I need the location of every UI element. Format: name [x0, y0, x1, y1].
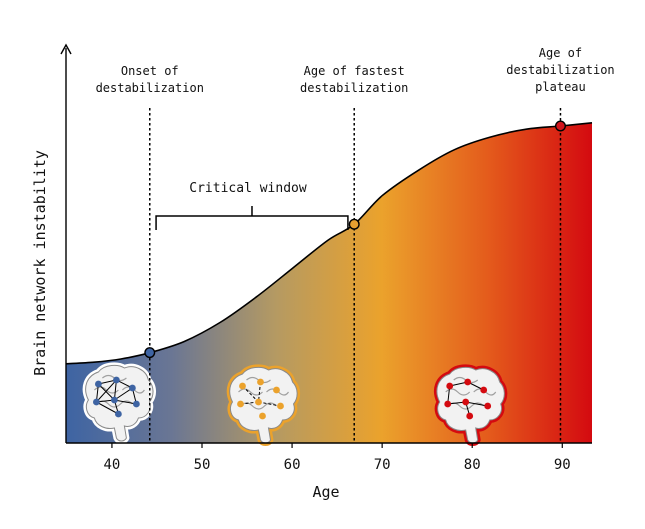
instability-area	[66, 122, 592, 444]
brain-node	[111, 396, 118, 404]
marker-label: Onset of	[121, 64, 179, 78]
brain-node	[444, 400, 452, 408]
brain-node	[480, 386, 488, 394]
brain-node	[95, 380, 102, 388]
x-tick-label: 50	[194, 457, 211, 473]
brain-edge	[96, 379, 117, 403]
marker-label: destabilization	[96, 81, 204, 95]
x-tick-label: 40	[104, 457, 121, 473]
x-tick-label: 70	[374, 457, 391, 473]
brain-node	[446, 382, 454, 390]
y-axis-arrow	[60, 43, 72, 55]
brain-edge	[98, 383, 115, 401]
brain-node	[462, 398, 470, 406]
brain-node	[259, 412, 266, 420]
marker-point	[554, 120, 566, 132]
brain-edge	[465, 401, 488, 407]
brain-node	[484, 402, 492, 410]
brain-edge	[242, 385, 259, 403]
brain-layer	[82, 362, 508, 446]
brain-edge	[114, 387, 133, 401]
marker-point	[144, 347, 156, 359]
x-tick-label: 80	[464, 457, 481, 473]
brain-silhouette	[85, 364, 154, 442]
brain-node	[237, 400, 244, 408]
brain-silhouette	[229, 366, 298, 444]
brain-node	[113, 376, 120, 384]
brain-edge	[114, 399, 137, 405]
brain-edge	[96, 401, 119, 415]
axis-layer	[60, 43, 592, 448]
marker-label: destabilization	[300, 81, 408, 95]
y-axis-label: Brain network instability	[31, 150, 49, 376]
brain-node	[129, 384, 136, 392]
marker-label: Age of	[539, 46, 582, 60]
brain-node	[257, 378, 264, 386]
middle-brain	[226, 364, 301, 446]
marker-label: plateau	[535, 80, 586, 94]
brain-node	[93, 398, 100, 406]
x-tick-label: 60	[284, 457, 301, 473]
brain-node	[133, 400, 140, 408]
area-layer	[65, 122, 593, 444]
critical-window-label: Critical window	[189, 181, 307, 196]
marker-label: destabilization	[506, 63, 614, 77]
guide-layer	[144, 108, 566, 443]
brain-node	[115, 410, 122, 418]
young-brain	[82, 362, 157, 444]
brain-node	[255, 398, 262, 406]
x-axis-label: Age	[312, 483, 339, 501]
brain-node	[277, 402, 284, 410]
instability-curve	[65, 122, 593, 365]
brain-silhouette	[436, 366, 505, 444]
brain-edge	[258, 401, 281, 407]
marker-label: Age of fastest	[304, 64, 405, 78]
x-tick-label: 90	[554, 457, 571, 473]
label-layer: Onset of destabilization Age of fastest des…	[31, 46, 615, 501]
brain-node	[464, 378, 472, 386]
marker-point	[348, 218, 360, 230]
old-brain	[434, 364, 508, 446]
brain-node	[273, 386, 280, 394]
critical-window-brace	[155, 206, 349, 230]
brain-node	[239, 382, 246, 390]
brain-node	[466, 412, 474, 420]
